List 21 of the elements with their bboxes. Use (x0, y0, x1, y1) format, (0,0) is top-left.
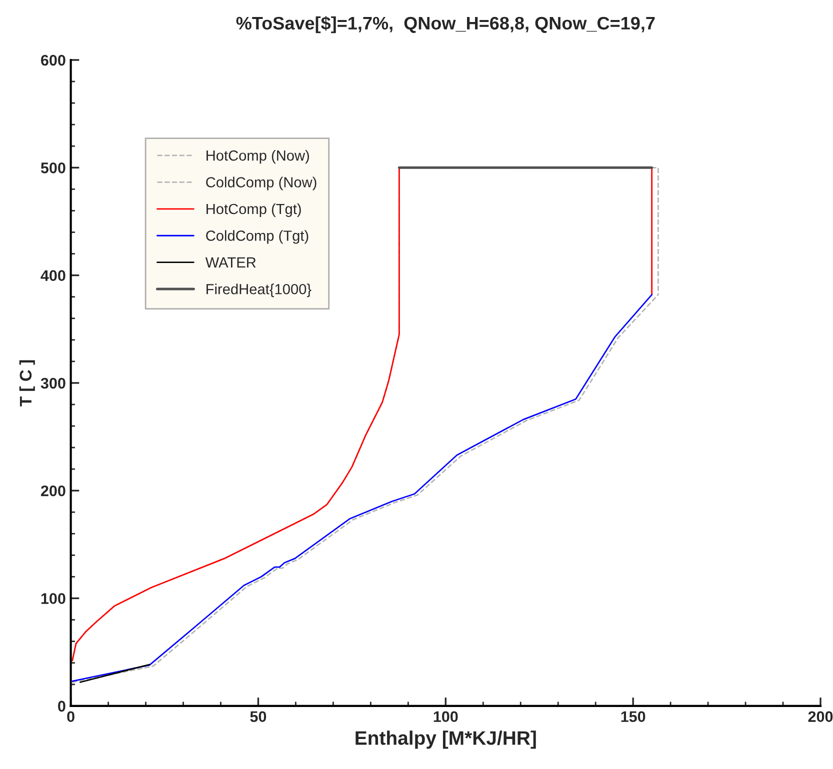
legend-label: FiredHeat{1000} (206, 284, 312, 298)
y-tick-label: 200 (40, 485, 66, 496)
chart-title: %ToSave[$]=1,7%, QNow_H=68,8, QNow_C=19,7 (236, 16, 655, 34)
legend-label: ColdComp (Tgt) (206, 230, 308, 244)
legend-label: HotComp (Now) (206, 150, 309, 164)
y-tick-label: 500 (40, 162, 66, 174)
y-tick-label: 300 (40, 378, 66, 389)
legend-label: WATER (205, 257, 256, 268)
x-axis-title: Enthalpy [M*KJ/HR] (356, 730, 536, 749)
y-tick-label: 0 (58, 700, 66, 712)
y-tick-label: 400 (40, 270, 66, 281)
legend-label: HotComp (Tgt) (206, 203, 301, 218)
legend-label: ColdComp (Now) (206, 176, 316, 190)
x-tick-label: 150 (621, 711, 646, 722)
x-tick-label: 200 (808, 711, 833, 722)
y-tick-label: 600 (41, 54, 66, 66)
y-axis-title: T [ C ] (19, 360, 35, 406)
x-tick-label: 50 (250, 711, 266, 722)
x-tick-label: 100 (434, 711, 458, 722)
x-tick-label: 0 (67, 711, 74, 722)
y-tick-label: 100 (41, 593, 66, 604)
